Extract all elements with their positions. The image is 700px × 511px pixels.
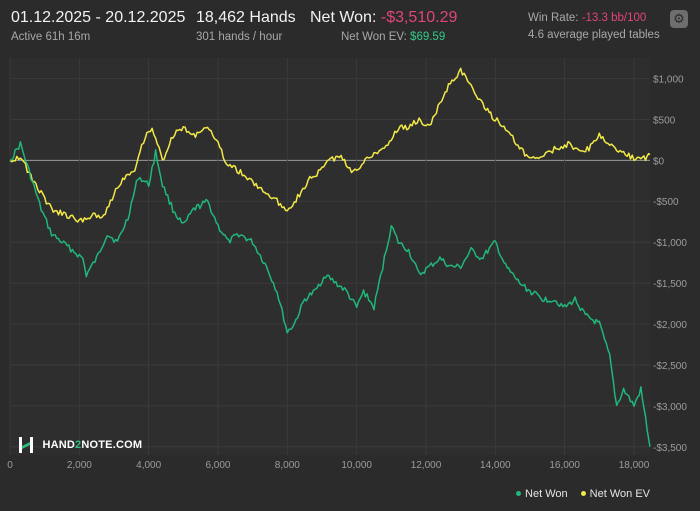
x-tick-label: 16,000 bbox=[549, 460, 580, 471]
hand2note-logo-text: HAND2NOTE.COM bbox=[42, 439, 143, 451]
net-won-label: Net Won: bbox=[310, 9, 377, 26]
y-tick-label: -$500 bbox=[653, 197, 679, 208]
y-tick-label: -$3,000 bbox=[653, 402, 687, 413]
y-tick-label: -$3,500 bbox=[653, 443, 687, 454]
net-won-value: -$3,510.29 bbox=[380, 9, 458, 26]
y-tick-label: $500 bbox=[653, 115, 676, 126]
y-tick-label: -$2,000 bbox=[653, 320, 687, 331]
x-tick-label: 0 bbox=[7, 460, 13, 471]
x-tick-label: 4,000 bbox=[136, 460, 161, 471]
chart-series bbox=[9, 67, 651, 447]
hand2note-logo: HAND2NOTE.COM bbox=[18, 436, 142, 456]
hands-count: 18,462 Hands bbox=[196, 9, 296, 26]
net-won-ev-label: Net Won EV: bbox=[341, 31, 407, 43]
y-tick-label: -$2,500 bbox=[653, 361, 687, 372]
average-tables: 4.6 average played tables bbox=[528, 29, 660, 41]
x-tick-label: 12,000 bbox=[411, 460, 442, 471]
gear-icon[interactable]: ⚙ bbox=[670, 10, 688, 28]
x-tick-label: 10,000 bbox=[341, 460, 372, 471]
hands-per-hour: 301 hands / hour bbox=[196, 31, 283, 43]
series-line-net-won bbox=[9, 141, 651, 447]
y-tick-label: $1,000 bbox=[653, 74, 684, 85]
chart-legend: Net Won Net Won EV bbox=[506, 488, 650, 500]
plot-area bbox=[10, 58, 650, 455]
chart-ticks: $1,000 $500 $0 -$500 -$1,000 -$1,500 -$2,000 -$… bbox=[7, 74, 687, 471]
stats-header: 01.12.2025 - 20.12.2025 Active 61h 16m 1… bbox=[0, 0, 700, 50]
x-tick-label: 2,000 bbox=[67, 460, 92, 471]
date-range[interactable]: 01.12.2025 - 20.12.2025 bbox=[11, 9, 186, 26]
win-rate-label: Win Rate: bbox=[528, 12, 579, 24]
win-rate-value: -13.3 bb/100 bbox=[581, 12, 647, 24]
legend-net-won-ev-marker bbox=[580, 490, 586, 496]
x-tick-label: 18,000 bbox=[619, 460, 650, 471]
legend-net-won-label: Net Won bbox=[525, 488, 568, 500]
legend-item-net-won[interactable]: Net Won bbox=[516, 488, 568, 500]
legend-net-won-ev-label: Net Won EV bbox=[589, 488, 650, 500]
y-tick-label: $0 bbox=[653, 156, 665, 167]
chart-grid bbox=[9, 58, 650, 455]
net-won-ev-summary: Net Won EV: $69.59 bbox=[341, 31, 445, 43]
legend-net-won-marker bbox=[516, 490, 522, 496]
y-tick-label: -$1,500 bbox=[653, 279, 687, 290]
active-time: Active 61h 16m bbox=[11, 31, 91, 43]
legend-item-net-won-ev[interactable]: Net Won EV bbox=[580, 488, 650, 500]
net-won-ev-value: $69.59 bbox=[410, 31, 446, 43]
hand2note-logo-icon bbox=[19, 437, 33, 453]
win-rate-summary: Win Rate: -13.3 bb/100 bbox=[528, 12, 646, 24]
x-tick-label: 14,000 bbox=[480, 460, 511, 471]
series-line-net-won-ev bbox=[9, 67, 651, 223]
net-won-summary: Net Won: -$3,510.29 bbox=[310, 9, 457, 27]
x-tick-label: 6,000 bbox=[205, 460, 230, 471]
y-tick-label: -$1,000 bbox=[653, 238, 687, 249]
x-tick-label: 8,000 bbox=[275, 460, 300, 471]
